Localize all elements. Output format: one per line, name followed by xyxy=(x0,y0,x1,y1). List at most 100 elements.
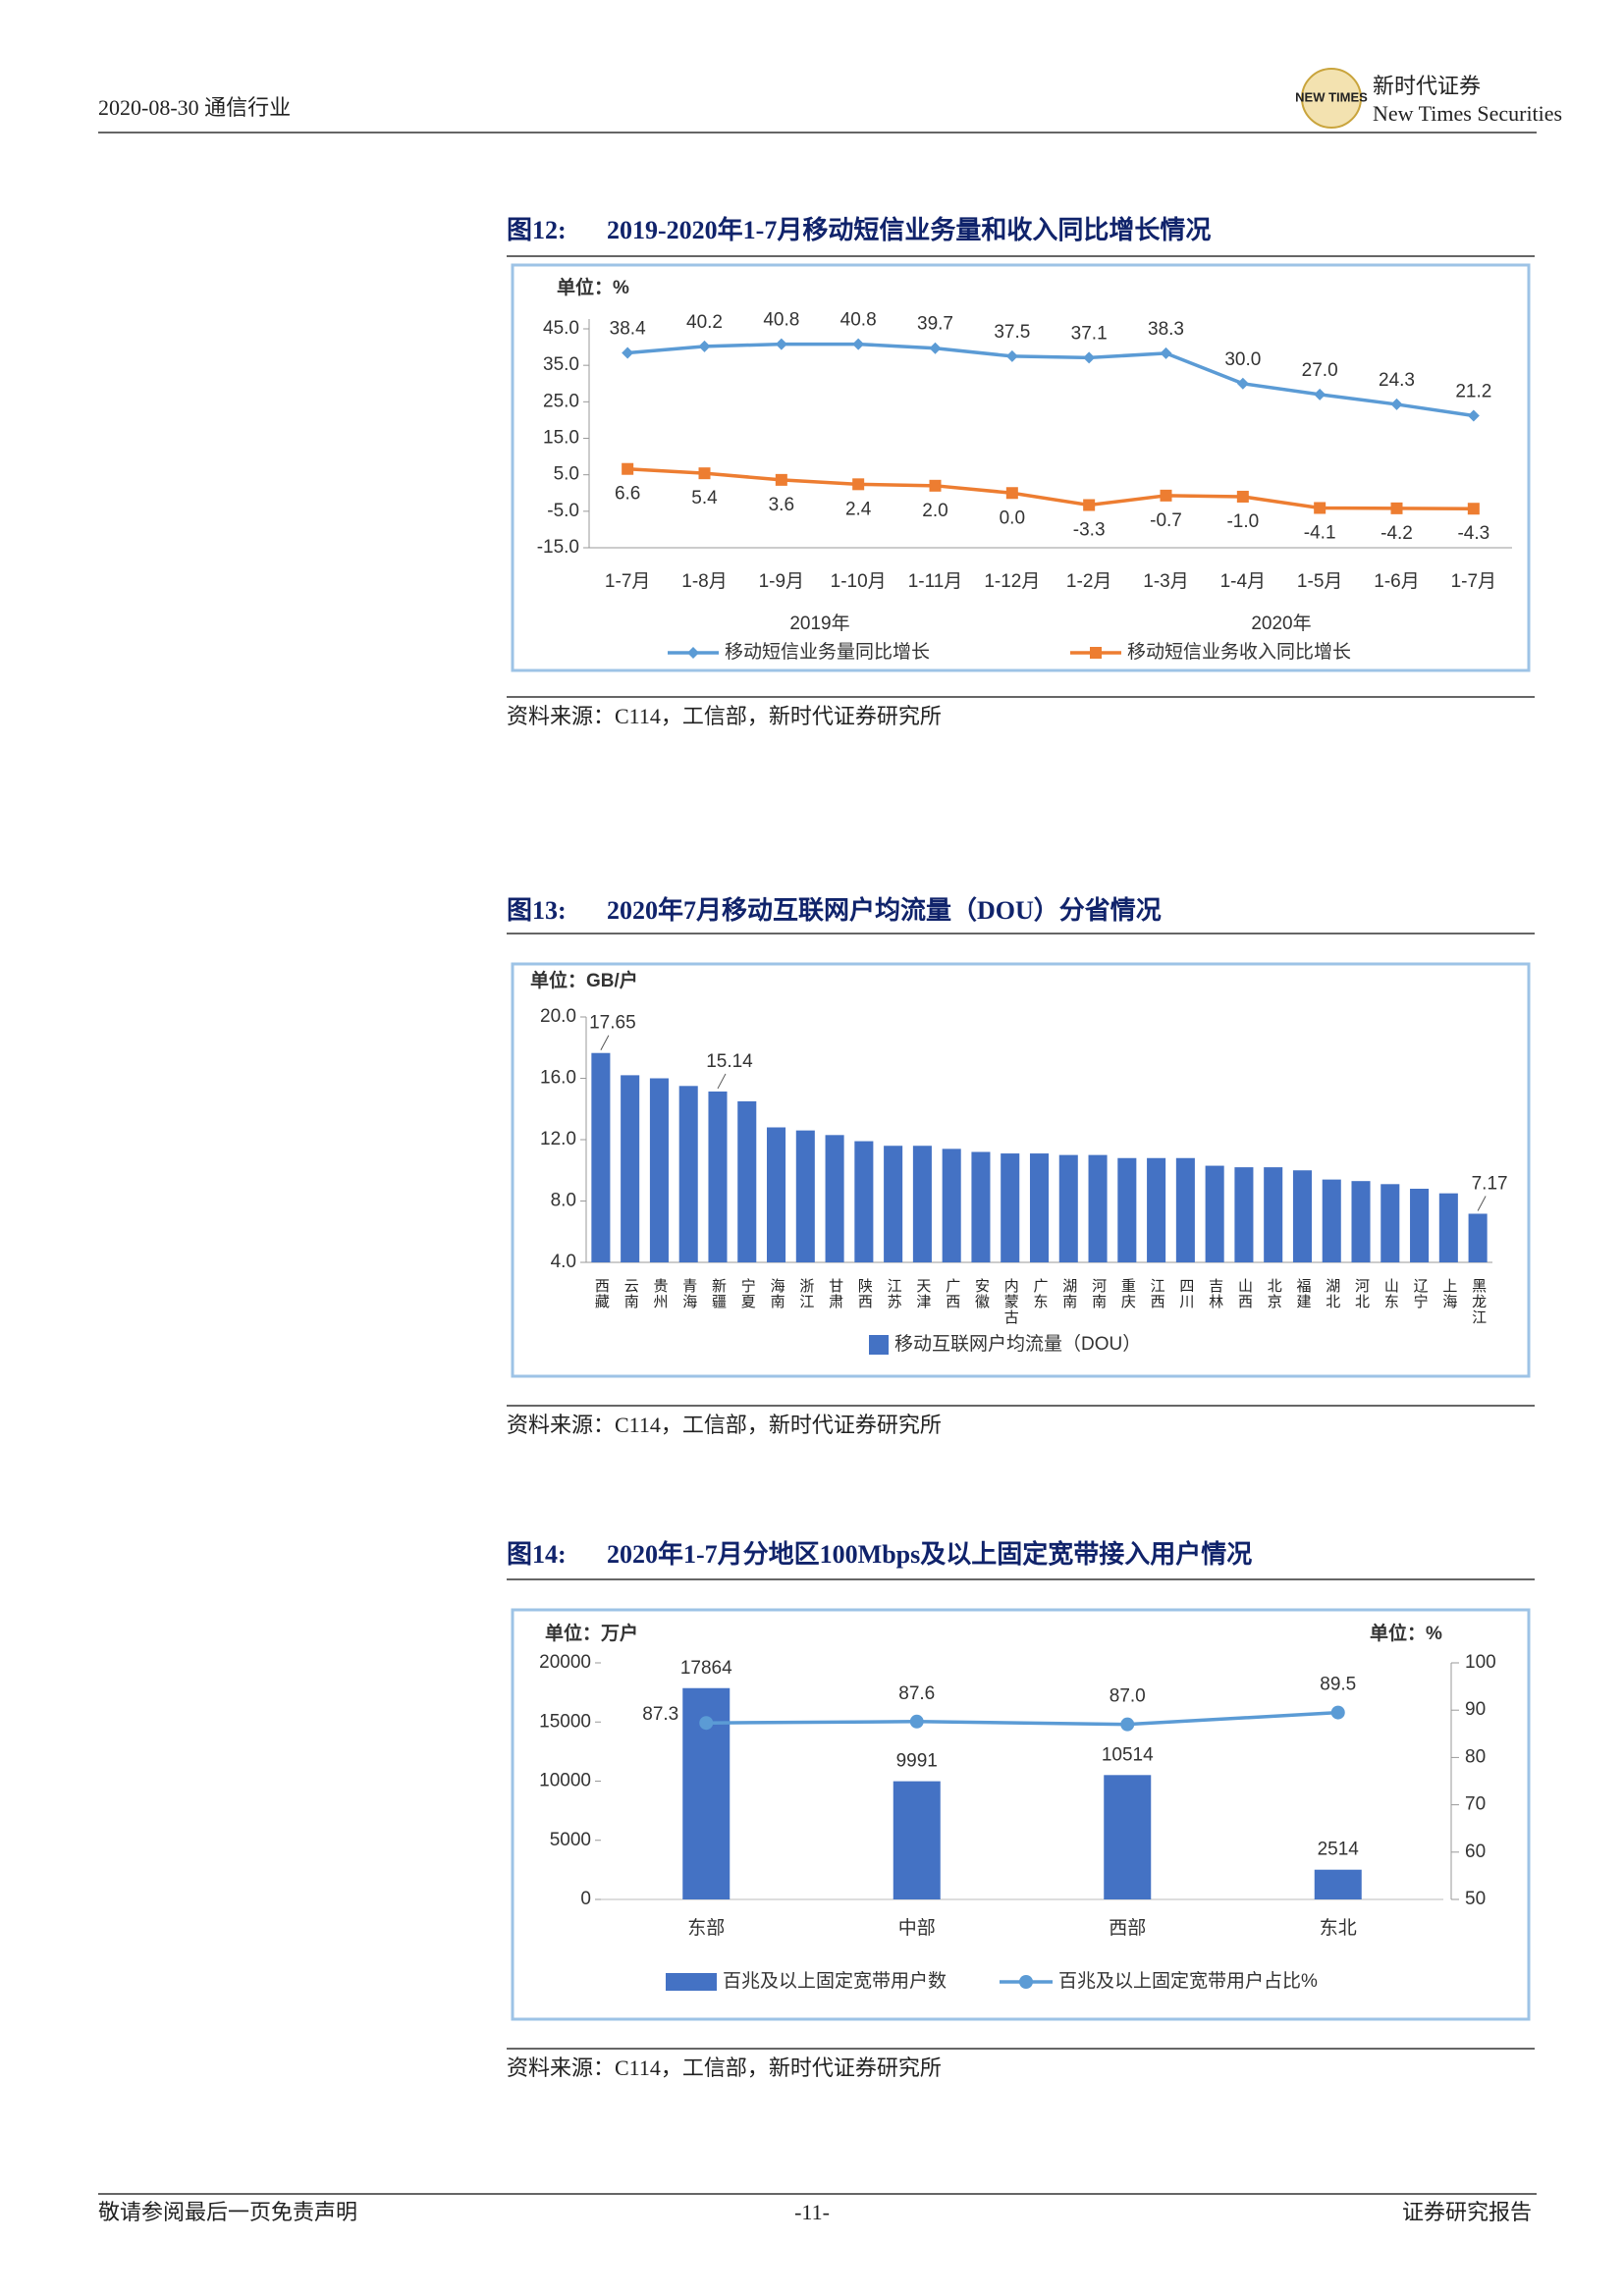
x-tick-label: 1-6月 xyxy=(1374,571,1419,592)
y2-tick-label: 100 xyxy=(1465,1652,1496,1673)
bar xyxy=(621,1075,640,1262)
y2-tick-label: 70 xyxy=(1465,1794,1486,1815)
x-tick-label: 天津 xyxy=(914,1278,931,1309)
figure-title: 2020年1-7月分地区100Mbps及以上固定宽带接入用户情况 xyxy=(607,1539,1252,1569)
bar xyxy=(942,1148,961,1262)
point-marker xyxy=(1160,347,1172,359)
y-tick-label: 15.0 xyxy=(543,428,579,449)
x-tick-label: 山西 xyxy=(1236,1278,1253,1309)
y-tick-label: 10000 xyxy=(539,1771,591,1791)
data-label: 2.0 xyxy=(922,501,947,521)
bar xyxy=(1322,1179,1341,1262)
point-marker xyxy=(852,338,865,350)
x-tick-label: 湖北 xyxy=(1324,1278,1340,1309)
bar xyxy=(708,1091,728,1262)
y-tick-label: 4.0 xyxy=(551,1252,576,1272)
x-group-label: 2019年 xyxy=(789,613,849,634)
bar xyxy=(1001,1153,1020,1262)
footer-report-type: 证券研究报告 xyxy=(1402,2200,1532,2224)
chart-frame xyxy=(511,263,1531,672)
data-label: 27.0 xyxy=(1302,360,1338,381)
bar xyxy=(1058,1154,1078,1262)
bar xyxy=(649,1078,669,1262)
x-tick-label: 黑龙江 xyxy=(1470,1278,1487,1325)
x-tick-label: 西藏 xyxy=(593,1278,610,1309)
point-marker xyxy=(909,1714,924,1729)
data-label: 2514 xyxy=(1318,1840,1360,1860)
data-label: 24.3 xyxy=(1379,370,1415,391)
bar xyxy=(1147,1157,1166,1262)
bar xyxy=(1351,1181,1371,1262)
x-tick-label: 山东 xyxy=(1382,1278,1399,1309)
bar xyxy=(1088,1154,1108,1262)
figure-number: 图12: xyxy=(507,216,567,244)
data-label: 40.2 xyxy=(686,312,723,333)
bar xyxy=(737,1100,757,1262)
point-marker xyxy=(699,1716,714,1731)
figure-number: 图14: xyxy=(507,1540,567,1569)
x-tick-label: 贵州 xyxy=(651,1278,668,1309)
chart-frame xyxy=(511,1608,1531,2021)
x-tick-label: 1-10月 xyxy=(831,571,887,592)
x-tick-label: 陕西 xyxy=(856,1278,873,1309)
point-marker xyxy=(1160,489,1172,502)
y2-tick-label: 80 xyxy=(1465,1746,1486,1767)
point-marker xyxy=(1120,1717,1135,1732)
x-tick-label: 1-7月 xyxy=(1451,571,1496,592)
bar xyxy=(1264,1167,1283,1262)
x-tick-label: 中部 xyxy=(898,1917,936,1939)
figure-title: 2020年7月移动互联网户均流量（DOU）分省情况 xyxy=(607,895,1162,925)
legend-swatch xyxy=(869,1335,889,1355)
data-label: 87.0 xyxy=(1110,1686,1146,1707)
data-label: 39.7 xyxy=(917,314,953,335)
x-tick-label: 甘肃 xyxy=(827,1278,843,1309)
y-tick-label: 25.0 xyxy=(543,391,579,411)
source-note: 资料来源：C114，工信部，新时代证券研究所 xyxy=(507,1413,942,1437)
legend-label: 百兆及以上固定宽带用户占比% xyxy=(1058,1970,1318,1992)
data-label: 38.4 xyxy=(610,319,646,340)
point-marker xyxy=(1083,351,1096,364)
x-tick-label: 1-5月 xyxy=(1297,571,1342,592)
x-tick-label: 宁夏 xyxy=(739,1278,756,1309)
point-marker xyxy=(698,340,711,352)
bar xyxy=(884,1146,903,1262)
bar xyxy=(854,1141,874,1262)
data-label: 38.3 xyxy=(1148,319,1184,340)
x-tick-label: 河南 xyxy=(1090,1278,1107,1309)
company-name-en: New Times Securities xyxy=(1373,101,1562,126)
data-label: 37.5 xyxy=(994,322,1030,343)
y-tick-label: 5.0 xyxy=(554,464,579,485)
data-label: 5.4 xyxy=(691,488,718,508)
data-label: 87.3 xyxy=(642,1704,678,1725)
data-label: 37.1 xyxy=(1071,323,1108,344)
data-label: 87.6 xyxy=(898,1683,935,1704)
bar xyxy=(1380,1184,1400,1262)
data-label: 7.17 xyxy=(1472,1173,1508,1194)
logo-circle xyxy=(1301,68,1362,129)
bar xyxy=(912,1146,932,1262)
bar xyxy=(1438,1193,1458,1262)
data-label: -1.0 xyxy=(1226,511,1259,532)
series-line xyxy=(627,466,1474,510)
x-tick-label: 西部 xyxy=(1109,1917,1146,1939)
point-marker xyxy=(1467,503,1480,515)
legend-marker xyxy=(687,647,699,659)
label-leader xyxy=(600,1035,610,1050)
legend-label: 百兆及以上固定宽带用户数 xyxy=(723,1970,947,1992)
x-tick-label: 1-4月 xyxy=(1220,571,1266,592)
bar xyxy=(1175,1157,1195,1262)
bar xyxy=(1468,1213,1488,1262)
x-tick-label: 内蒙古 xyxy=(1002,1278,1019,1325)
x-tick-label: 东部 xyxy=(687,1917,725,1939)
y2-tick-label: 50 xyxy=(1465,1889,1486,1909)
point-marker xyxy=(1236,377,1249,390)
legend-swatch xyxy=(666,1973,717,1991)
x-tick-label: 1-2月 xyxy=(1066,571,1111,592)
bar xyxy=(1234,1167,1254,1262)
point-marker xyxy=(929,479,942,492)
x-tick-label: 1-12月 xyxy=(984,571,1040,592)
x-group-label: 2020年 xyxy=(1251,613,1311,634)
source-note: 资料来源：C114，工信部，新时代证券研究所 xyxy=(507,2056,942,2080)
point-marker xyxy=(775,473,787,486)
x-tick-label: 福建 xyxy=(1294,1278,1311,1309)
